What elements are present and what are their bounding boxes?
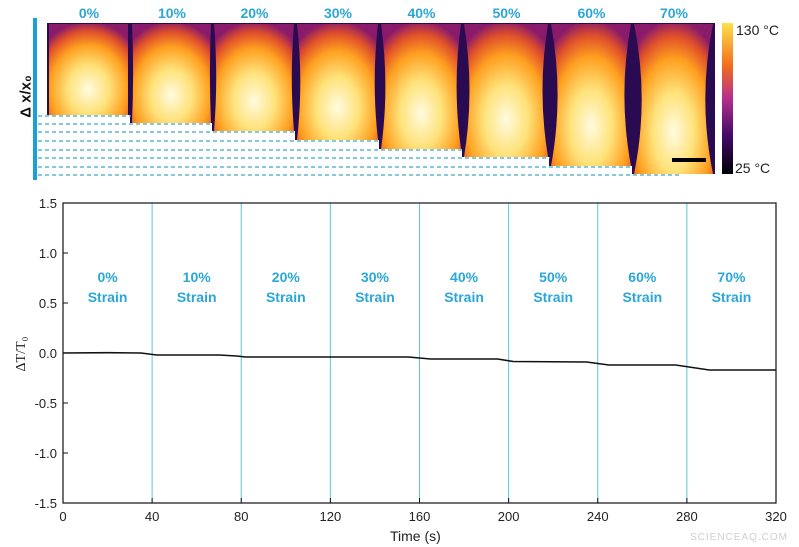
strain-percent-label: 60%	[577, 5, 606, 21]
y-tick-label: 1.5	[39, 196, 57, 211]
thermal-image-sample	[132, 24, 211, 123]
strain-axis-bar	[33, 18, 37, 180]
region-strain-percent: 70%	[717, 269, 746, 285]
region-strain-word: Strain	[355, 289, 395, 305]
region-strain-word: Strain	[622, 289, 662, 305]
x-tick-label: 40	[145, 509, 159, 524]
strain-percent-label: 10%	[158, 5, 187, 21]
region-strain-word: Strain	[712, 289, 752, 305]
x-tick-label: 240	[587, 509, 609, 524]
region-strain-word: Strain	[533, 289, 573, 305]
region-strain-word: Strain	[444, 289, 484, 305]
x-tick-label: 0	[59, 509, 66, 524]
x-tick-label: 200	[498, 509, 520, 524]
region-strain-percent: 30%	[361, 269, 390, 285]
temperature-change-line	[62, 351, 776, 371]
x-tick-label: 120	[320, 509, 342, 524]
thermal-image-sample	[49, 24, 128, 115]
x-tick-label: 280	[676, 509, 698, 524]
strain-percent-label: 40%	[407, 5, 436, 21]
thermal-image-sample	[297, 24, 378, 140]
x-tick-label: 160	[409, 509, 431, 524]
thermal-image-sample	[464, 24, 548, 157]
scale-bar	[672, 158, 706, 162]
region-strain-percent: 50%	[539, 269, 568, 285]
thermal-image-sample	[381, 24, 461, 149]
y-tick-label: 0.5	[39, 296, 57, 311]
y-tick-label: -0.5	[35, 396, 57, 411]
region-strain-word: Strain	[177, 289, 217, 305]
region-strain-word: Strain	[88, 289, 128, 305]
region-strain-word: Strain	[266, 289, 306, 305]
thermal-image-sample	[214, 24, 294, 131]
region-strain-percent: 10%	[183, 269, 212, 285]
y-tick-label: -1.5	[35, 496, 57, 511]
y-tick-label: 0.0	[39, 346, 57, 361]
region-strain-percent: 40%	[450, 269, 479, 285]
x-tick-label: 320	[765, 509, 787, 524]
strain-percent-label: 20%	[240, 5, 269, 21]
strain-percent-label: 0%	[79, 5, 100, 21]
strain-percent-label: 50%	[492, 5, 521, 21]
y-tick-label: -1.0	[35, 446, 57, 461]
x-tick-label: 80	[234, 509, 248, 524]
colorbar	[722, 23, 733, 174]
region-strain-percent: 0%	[97, 269, 118, 285]
thermal-image-sample	[634, 24, 713, 174]
y-tick-label: 1.0	[39, 246, 57, 261]
region-strain-percent: 20%	[272, 269, 301, 285]
strain-percent-label: 70%	[660, 5, 689, 21]
strain-percent-label: 30%	[324, 5, 353, 21]
region-strain-percent: 60%	[628, 269, 657, 285]
thermal-image-sample	[551, 24, 631, 166]
